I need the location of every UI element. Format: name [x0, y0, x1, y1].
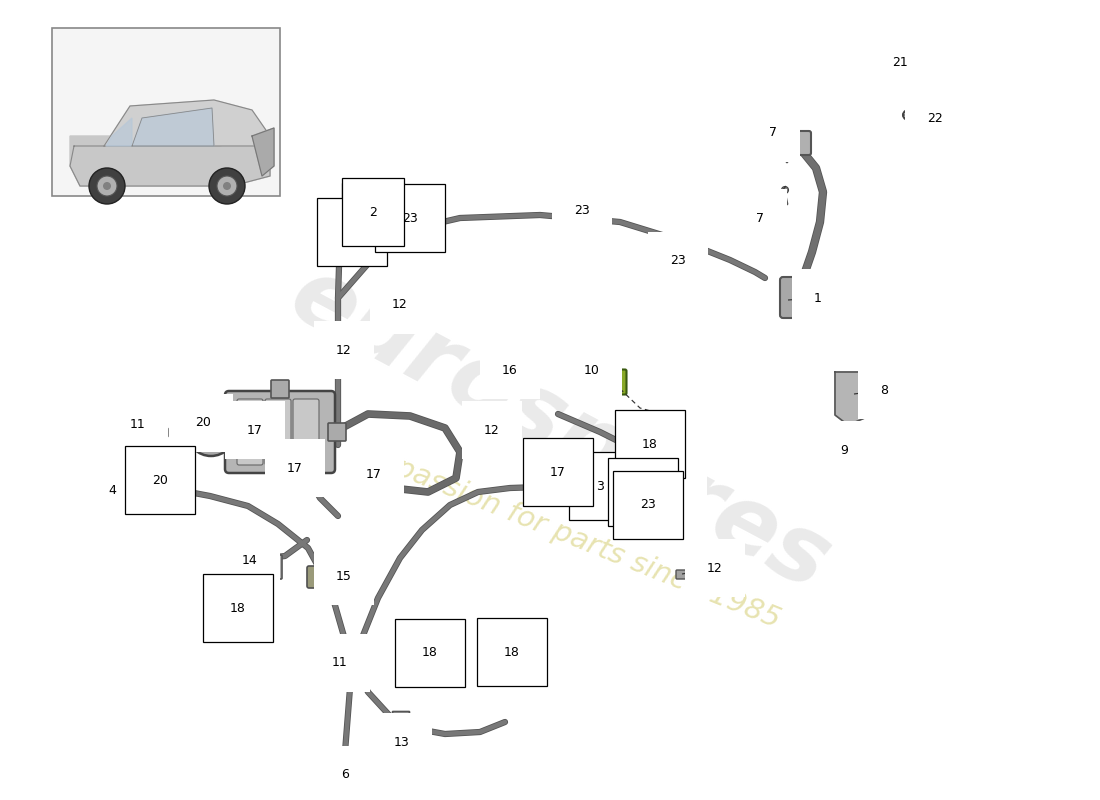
Text: 12: 12 — [337, 343, 352, 357]
Text: 15: 15 — [337, 570, 352, 582]
Circle shape — [97, 176, 117, 196]
Text: 20: 20 — [152, 474, 168, 486]
Text: 5: 5 — [676, 493, 684, 506]
Text: 21: 21 — [892, 57, 907, 70]
Circle shape — [196, 417, 225, 447]
Circle shape — [223, 182, 231, 190]
Text: 20: 20 — [195, 417, 211, 430]
Text: 16: 16 — [344, 226, 360, 238]
Text: 23: 23 — [670, 254, 686, 267]
Text: 12: 12 — [484, 423, 499, 437]
Text: 3: 3 — [596, 479, 604, 493]
FancyBboxPatch shape — [307, 566, 336, 588]
Circle shape — [209, 168, 245, 204]
FancyBboxPatch shape — [344, 659, 356, 668]
Circle shape — [205, 426, 217, 438]
Text: 17: 17 — [366, 467, 382, 481]
Circle shape — [217, 176, 236, 196]
FancyBboxPatch shape — [356, 354, 369, 363]
Text: 18: 18 — [642, 438, 658, 450]
Text: 12: 12 — [707, 562, 723, 574]
Circle shape — [187, 408, 235, 456]
Circle shape — [781, 186, 789, 194]
Text: 23: 23 — [574, 203, 590, 217]
Polygon shape — [104, 100, 270, 146]
FancyBboxPatch shape — [226, 391, 336, 473]
FancyBboxPatch shape — [504, 442, 516, 451]
Text: 18: 18 — [230, 602, 246, 614]
Polygon shape — [252, 128, 274, 176]
Text: a passion for parts since 1985: a passion for parts since 1985 — [366, 442, 784, 634]
Text: 17: 17 — [550, 466, 565, 478]
FancyBboxPatch shape — [254, 555, 282, 579]
FancyBboxPatch shape — [780, 277, 814, 318]
Text: 1: 1 — [814, 291, 822, 305]
Text: 11: 11 — [332, 657, 348, 670]
Text: 8: 8 — [880, 383, 888, 397]
Text: 18: 18 — [504, 646, 520, 658]
Polygon shape — [835, 372, 872, 425]
Polygon shape — [106, 118, 132, 146]
FancyBboxPatch shape — [236, 399, 263, 465]
Circle shape — [781, 145, 789, 151]
FancyBboxPatch shape — [393, 711, 409, 729]
Polygon shape — [132, 108, 214, 146]
Circle shape — [89, 168, 125, 204]
FancyBboxPatch shape — [271, 380, 289, 398]
FancyBboxPatch shape — [781, 131, 811, 155]
Text: 23: 23 — [403, 211, 418, 225]
Text: 17: 17 — [287, 462, 303, 474]
Text: 13: 13 — [394, 735, 410, 749]
FancyBboxPatch shape — [676, 570, 688, 579]
FancyBboxPatch shape — [156, 428, 168, 437]
FancyBboxPatch shape — [605, 370, 627, 394]
Text: 2: 2 — [370, 206, 377, 218]
Text: 2: 2 — [370, 210, 377, 223]
Text: 10: 10 — [584, 363, 600, 377]
Text: 4: 4 — [108, 483, 115, 497]
Polygon shape — [70, 136, 270, 186]
Text: 11: 11 — [130, 418, 146, 431]
Polygon shape — [70, 136, 270, 186]
Text: 7: 7 — [756, 211, 764, 225]
Text: 16: 16 — [502, 363, 518, 377]
FancyBboxPatch shape — [410, 316, 422, 325]
Text: 7: 7 — [769, 126, 777, 139]
Text: 17: 17 — [248, 423, 263, 437]
Circle shape — [103, 182, 111, 190]
Text: 9: 9 — [840, 443, 848, 457]
Text: 6: 6 — [341, 769, 349, 782]
Text: 14: 14 — [242, 554, 257, 567]
Bar — [52, 28, 280, 196]
Text: 22: 22 — [927, 111, 943, 125]
Text: eurospares: eurospares — [275, 249, 846, 611]
Circle shape — [839, 423, 848, 433]
Text: 18: 18 — [422, 646, 438, 659]
FancyBboxPatch shape — [328, 423, 346, 441]
Text: 23: 23 — [635, 486, 651, 498]
FancyBboxPatch shape — [293, 399, 319, 465]
FancyBboxPatch shape — [265, 399, 292, 465]
Text: 23: 23 — [640, 498, 656, 511]
Text: 12: 12 — [392, 298, 408, 311]
